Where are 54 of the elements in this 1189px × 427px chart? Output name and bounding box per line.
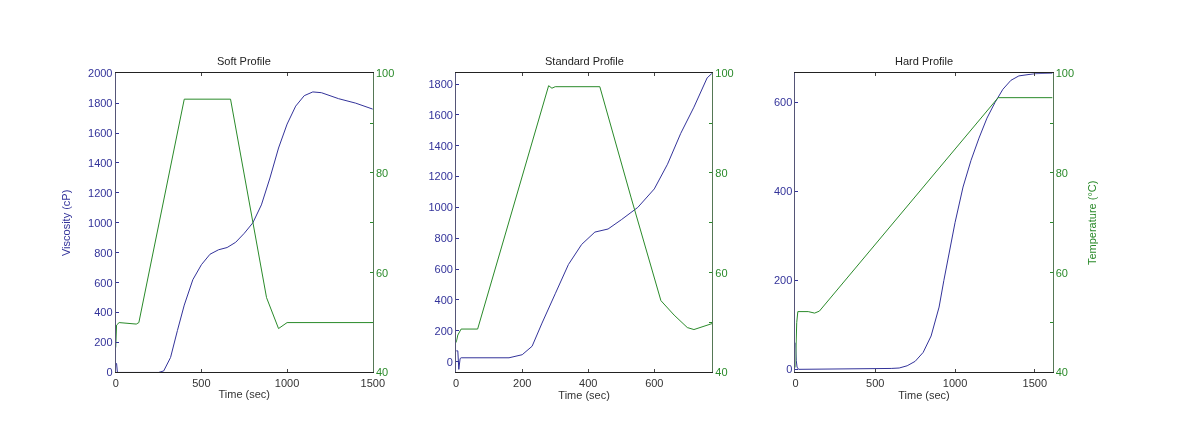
y2-tick-label: 100 <box>715 67 734 80</box>
y2-tick-label: 60 <box>376 266 389 279</box>
y2-tick-label: 60 <box>1055 266 1069 279</box>
y2-axis-title: Temperature (°C) <box>1086 180 1099 266</box>
y-tick-label: 1400 <box>428 139 453 152</box>
y-tick-label: 200 <box>773 274 793 287</box>
x-tick-label: 400 <box>579 376 598 389</box>
y-tick-label: 0 <box>446 355 453 368</box>
chart-title: Soft Profile <box>217 55 271 67</box>
y-tick-label: 600 <box>773 96 793 109</box>
y2-tick-label: 40 <box>715 366 728 379</box>
x-tick-label: 600 <box>645 376 664 389</box>
chart-title: Hard Profile <box>895 55 954 67</box>
x-tick-label: 1500 <box>1022 376 1048 389</box>
x-tick-label: 1000 <box>274 376 300 389</box>
chart-title: Standard Profile <box>545 55 624 67</box>
y2-tick-label: 100 <box>1055 67 1075 80</box>
y-tick-label: 1000 <box>428 201 453 214</box>
y2-tick-label: 80 <box>715 166 728 179</box>
y2-tick-label: 80 <box>1055 166 1069 179</box>
x-axis-title: Time (sec) <box>558 388 610 401</box>
y-tick-label: 200 <box>94 336 113 349</box>
y2-tick-label: 40 <box>1055 366 1069 379</box>
y-tick-label: 0 <box>786 363 793 376</box>
x-tick-label: 1500 <box>360 376 386 389</box>
y-tick-label: 400 <box>94 306 113 319</box>
x-tick-label: 500 <box>866 376 885 389</box>
y-tick-label: 1200 <box>88 186 113 199</box>
x-tick-label: 1000 <box>942 376 968 389</box>
x-tick-label: 200 <box>513 376 532 389</box>
y2-tick-label: 40 <box>376 366 389 379</box>
y-tick-label: 600 <box>434 262 453 275</box>
y-tick-label: 1600 <box>88 126 113 139</box>
y-tick-label: 800 <box>434 232 453 245</box>
y-tick-label: 400 <box>434 293 453 306</box>
y2-tick-label: 100 <box>376 67 395 80</box>
y-tick-label: 1000 <box>88 216 113 229</box>
y-tick-label: 200 <box>434 324 453 337</box>
y-tick-label: 800 <box>94 246 113 259</box>
y-axis-title: Viscosity (cP) <box>59 189 72 257</box>
y-tick-label: 600 <box>94 276 113 289</box>
y-tick-label: 1800 <box>88 97 113 109</box>
y-tick-label: 0 <box>106 366 113 379</box>
y-tick-label: 1200 <box>428 170 453 183</box>
y-tick-label: 1600 <box>428 108 453 121</box>
y-tick-label: 400 <box>773 185 793 198</box>
x-tick-label: 500 <box>192 376 211 389</box>
x-axis-title: Time (sec) <box>218 387 271 400</box>
y-tick-label: 1800 <box>428 77 453 90</box>
x-axis-title: Time (sec) <box>898 388 950 401</box>
y2-tick-label: 60 <box>715 266 728 279</box>
y-tick-label: 2000 <box>88 67 113 80</box>
y2-tick-label: 80 <box>376 166 389 179</box>
y-tick-label: 1400 <box>88 156 113 169</box>
